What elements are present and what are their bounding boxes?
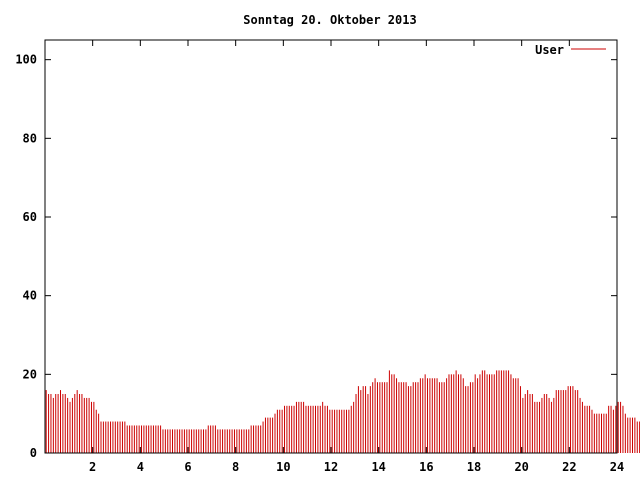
x-tick-label: 8: [232, 460, 239, 474]
y-tick-label: 40: [23, 289, 37, 303]
chart-title: Sonntag 20. Oktober 2013: [243, 13, 416, 27]
x-tick-label: 16: [419, 460, 433, 474]
legend: User: [535, 43, 606, 57]
legend-label-user: User: [535, 43, 564, 57]
bar-series-user: [45, 370, 640, 453]
x-axis: 2 4 6 8 10 12 14 16 18 20 22 24: [89, 40, 624, 474]
y-tick-label: 0: [30, 446, 37, 460]
x-tick-label: 12: [324, 460, 338, 474]
y-tick-label: 80: [23, 131, 37, 145]
y-axis: 0 20 40 60 80 100: [15, 53, 617, 460]
x-tick-label: 14: [371, 460, 385, 474]
x-tick-label: 22: [562, 460, 576, 474]
x-tick-label: 24: [610, 460, 624, 474]
y-tick-label: 100: [15, 53, 37, 67]
x-tick-label: 20: [514, 460, 528, 474]
x-tick-label: 10: [276, 460, 290, 474]
x-tick-label: 4: [137, 460, 144, 474]
x-tick-label: 2: [89, 460, 96, 474]
x-tick-label: 18: [467, 460, 481, 474]
y-tick-label: 60: [23, 210, 37, 224]
y-tick-label: 20: [23, 367, 37, 381]
x-tick-label: 6: [184, 460, 191, 474]
plot-frame: [44, 39, 618, 454]
